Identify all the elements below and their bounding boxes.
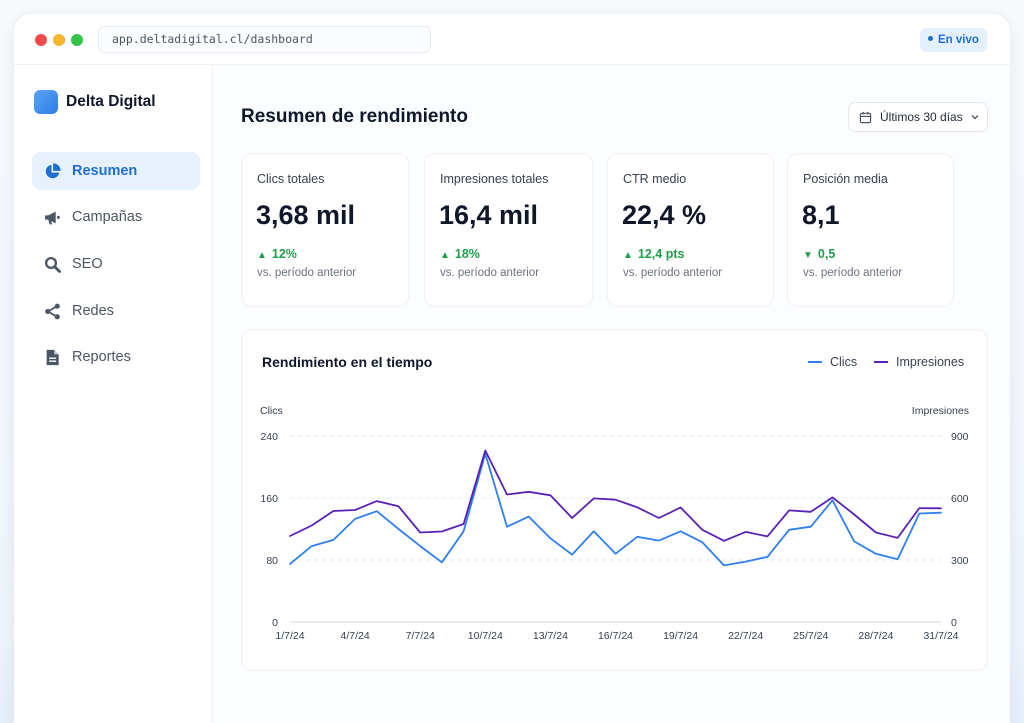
x-tick-label: 31/7/24 xyxy=(923,630,958,642)
chart-title: Rendimiento en el tiempo xyxy=(262,354,433,370)
kpi-value: 3,68 mil xyxy=(256,200,356,230)
y-tick-label-right: 600 xyxy=(951,493,969,505)
series-line-impresiones xyxy=(289,449,942,542)
browser-window: app.deltadigital.cl/dashboard En vivo De… xyxy=(14,14,1010,723)
kpi-delta: ▼ 0,5 xyxy=(803,247,835,261)
y-tick-label-left: 160 xyxy=(260,493,278,505)
kpi-value: 8,1 xyxy=(802,200,840,230)
kpi-delta: ▲ 12,4 pts xyxy=(623,247,684,261)
x-tick-label: 28/7/24 xyxy=(858,630,893,642)
pie-chart-icon xyxy=(44,162,61,180)
trend-up-icon: ▲ xyxy=(623,250,633,261)
x-tick-label: 4/7/24 xyxy=(340,630,369,642)
performance-chart-card: Rendimiento en el tiempo Clics Impresion… xyxy=(241,329,988,671)
sidebar-item-resumen[interactable]: Resumen xyxy=(32,152,200,190)
browser-toolbar: app.deltadigital.cl/dashboard En vivo xyxy=(14,14,1010,65)
x-tick-label: 19/7/24 xyxy=(663,630,698,642)
sidebar-item-redes[interactable]: Redes xyxy=(32,292,200,330)
y-tick-label-left: 80 xyxy=(266,555,278,567)
legend-swatch-clics xyxy=(808,361,822,363)
sidebar-item-label: Reportes xyxy=(72,349,131,365)
sidebar-item-label: SEO xyxy=(72,256,103,272)
kpi-label: CTR medio xyxy=(623,172,687,186)
document-icon xyxy=(44,349,61,366)
main-content: Resumen de rendimiento Últimos 30 días C… xyxy=(214,65,1010,723)
kpi-card-clics: Clics totales 3,68 mil ▲ 12% vs. período … xyxy=(241,153,409,307)
x-tick-label: 7/7/24 xyxy=(406,630,435,642)
y-axis-title-right: Impresiones xyxy=(911,405,969,417)
sidebar-item-label: Resumen xyxy=(72,163,138,179)
chevron-down-icon xyxy=(970,112,980,122)
kpi-value: 16,4 mil xyxy=(439,200,539,230)
kpi-delta-value: 12% xyxy=(271,247,297,261)
sidebar: Delta Digital Resumen Campañas SEO Redes xyxy=(14,65,213,723)
kpi-comparison: vs. período anterior xyxy=(803,267,903,279)
kpi-card-ctr: CTR medio 22,4 % ▲ 12,4 pts vs. período a… xyxy=(607,153,774,307)
search-icon xyxy=(44,256,61,273)
kpi-label: Posición media xyxy=(803,172,888,186)
y-tick-label-right: 300 xyxy=(951,555,969,567)
legend-item-impresiones[interactable]: Impresiones xyxy=(874,355,964,369)
y-tick-label-left: 0 xyxy=(272,617,278,629)
live-dot-icon xyxy=(928,36,933,42)
legend-swatch-impresiones xyxy=(874,361,888,363)
live-status-label: En vivo xyxy=(938,34,979,46)
legend-label: Clics xyxy=(830,355,858,369)
series-line-clics xyxy=(289,452,942,567)
kpi-value: 22,4 % xyxy=(622,200,707,230)
kpi-comparison: vs. período anterior xyxy=(257,267,357,279)
date-range-label: Últimos 30 días xyxy=(880,110,963,124)
address-bar[interactable]: app.deltadigital.cl/dashboard xyxy=(98,26,431,53)
trend-down-icon: ▼ xyxy=(803,250,813,261)
line-chart: 0 80 160 240 0 300 600 900 1/7/24 4/7/24 7/7/24 10/… xyxy=(260,431,969,642)
x-tick-label: 10/7/24 xyxy=(468,630,503,642)
x-tick-label: 13/7/24 xyxy=(533,630,568,642)
sidebar-item-seo[interactable]: SEO xyxy=(32,245,200,283)
live-status-badge: En vivo xyxy=(920,28,987,52)
share-icon xyxy=(44,303,61,320)
trend-up-icon: ▲ xyxy=(440,250,450,261)
kpi-card-impresiones: Impresiones totales 16,4 mil ▲ 18% vs. pe… xyxy=(424,153,593,307)
kpi-label: Clics totales xyxy=(257,172,325,186)
calendar-icon xyxy=(859,111,872,124)
kpi-delta-value: 0,5 xyxy=(817,247,836,261)
kpi-card-posicion: Posición media 8,1 ▼ 0,5 vs. período ante… xyxy=(787,153,954,307)
kpi-delta-value: 12,4 pts xyxy=(637,247,685,261)
kpi-delta: ▲ 18% xyxy=(440,247,480,261)
sidebar-item-label: Campañas xyxy=(72,209,143,225)
kpi-comparison: vs. período anterior xyxy=(440,267,540,279)
minimize-window-dot[interactable] xyxy=(53,34,65,46)
sidebar-item-reportes[interactable]: Reportes xyxy=(32,338,200,376)
x-tick-label: 22/7/24 xyxy=(728,630,763,642)
y-axis-title-left: Clics xyxy=(260,405,283,417)
x-tick-label: 16/7/24 xyxy=(598,630,633,642)
legend-label: Impresiones xyxy=(896,355,965,369)
trend-up-icon: ▲ xyxy=(257,250,267,261)
maximize-window-dot[interactable] xyxy=(71,34,83,46)
kpi-delta-value: 18% xyxy=(454,247,480,261)
kpi-delta: ▲ 12% xyxy=(257,247,297,261)
close-window-dot[interactable] xyxy=(35,34,47,46)
y-tick-label-right: 0 xyxy=(951,617,957,629)
legend-item-clics[interactable]: Clics xyxy=(808,355,857,369)
kpi-label: Impresiones totales xyxy=(440,172,549,186)
date-range-select[interactable]: Últimos 30 días xyxy=(848,102,988,132)
kpi-comparison: vs. período anterior xyxy=(623,267,723,279)
y-tick-label-left: 240 xyxy=(260,431,278,443)
page-title: Resumen de rendimiento xyxy=(241,106,468,127)
sidebar-item-campanas[interactable]: Campañas xyxy=(32,198,200,236)
brand-name: Delta Digital xyxy=(66,93,156,110)
brand-logo-icon xyxy=(34,90,58,114)
megaphone-icon xyxy=(44,209,61,226)
y-tick-label-right: 900 xyxy=(951,431,969,443)
x-tick-label: 25/7/24 xyxy=(793,630,828,642)
sidebar-item-label: Redes xyxy=(72,303,114,319)
x-tick-label: 1/7/24 xyxy=(275,630,304,642)
